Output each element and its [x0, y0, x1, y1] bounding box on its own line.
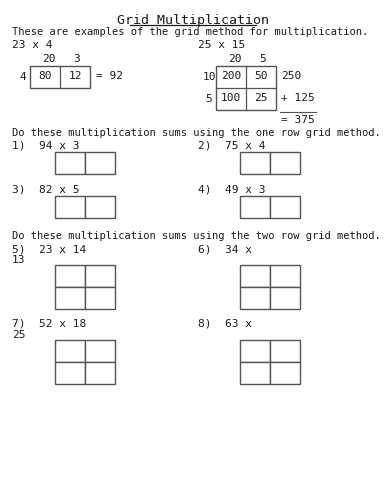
Text: Do these multiplication sums using the two row grid method.: Do these multiplication sums using the t… [12, 231, 381, 241]
Bar [240, 265, 270, 287]
Text: 3)  82 x 5: 3) 82 x 5 [12, 185, 80, 195]
Bar [85, 196, 115, 218]
Text: 10: 10 [202, 72, 216, 82]
Bar [55, 340, 85, 362]
Bar [270, 340, 300, 362]
Bar [55, 265, 85, 287]
Text: 1)  94 x 3: 1) 94 x 3 [12, 141, 80, 151]
Bar [55, 196, 85, 218]
Text: 4: 4 [20, 72, 26, 82]
Text: 200: 200 [221, 71, 241, 81]
Text: 25 x 15: 25 x 15 [198, 40, 245, 50]
Text: 8)  63 x: 8) 63 x [198, 319, 252, 329]
Text: 5)  23 x 14: 5) 23 x 14 [12, 244, 86, 254]
Text: 25: 25 [12, 330, 25, 340]
Text: 6)  34 x: 6) 34 x [198, 244, 252, 254]
Bar [240, 340, 270, 362]
Bar [270, 196, 300, 218]
Bar [85, 287, 115, 309]
Text: 7)  52 x 18: 7) 52 x 18 [12, 319, 86, 329]
Bar [85, 152, 115, 174]
Bar [85, 265, 115, 287]
Bar [270, 152, 300, 174]
Text: 5: 5 [260, 54, 266, 64]
Text: 3: 3 [74, 54, 80, 64]
Bar [240, 362, 270, 384]
Text: 13: 13 [12, 255, 25, 265]
Bar [270, 287, 300, 309]
Text: 4)  49 x 3: 4) 49 x 3 [198, 185, 266, 195]
Text: 25: 25 [254, 93, 268, 103]
Text: + 125: + 125 [281, 93, 315, 103]
Text: 100: 100 [221, 93, 241, 103]
Text: 5: 5 [206, 94, 212, 104]
Text: 50: 50 [254, 71, 268, 81]
Text: 20: 20 [228, 54, 242, 64]
Text: These are examples of the grid method for multiplication.: These are examples of the grid method fo… [12, 27, 368, 37]
Bar [216, 66, 276, 110]
Text: 12: 12 [68, 71, 82, 81]
Text: 250: 250 [281, 71, 301, 81]
Text: 23 x 4: 23 x 4 [12, 40, 52, 50]
Bar [55, 152, 85, 174]
Text: 20: 20 [42, 54, 56, 64]
Text: Do these multiplication sums using the one row grid method.: Do these multiplication sums using the o… [12, 128, 381, 138]
Bar [240, 152, 270, 174]
Bar [55, 287, 85, 309]
Bar [270, 362, 300, 384]
Bar [270, 265, 300, 287]
Text: = 375: = 375 [281, 115, 315, 125]
Bar [240, 196, 270, 218]
Bar [30, 66, 90, 88]
Text: 2)  75 x 4: 2) 75 x 4 [198, 141, 266, 151]
Bar [85, 362, 115, 384]
Bar [85, 340, 115, 362]
Bar [55, 362, 85, 384]
Text: = 92: = 92 [96, 71, 123, 81]
Text: 80: 80 [38, 71, 52, 81]
Bar [240, 287, 270, 309]
Text: Grid Multiplication: Grid Multiplication [117, 14, 269, 27]
